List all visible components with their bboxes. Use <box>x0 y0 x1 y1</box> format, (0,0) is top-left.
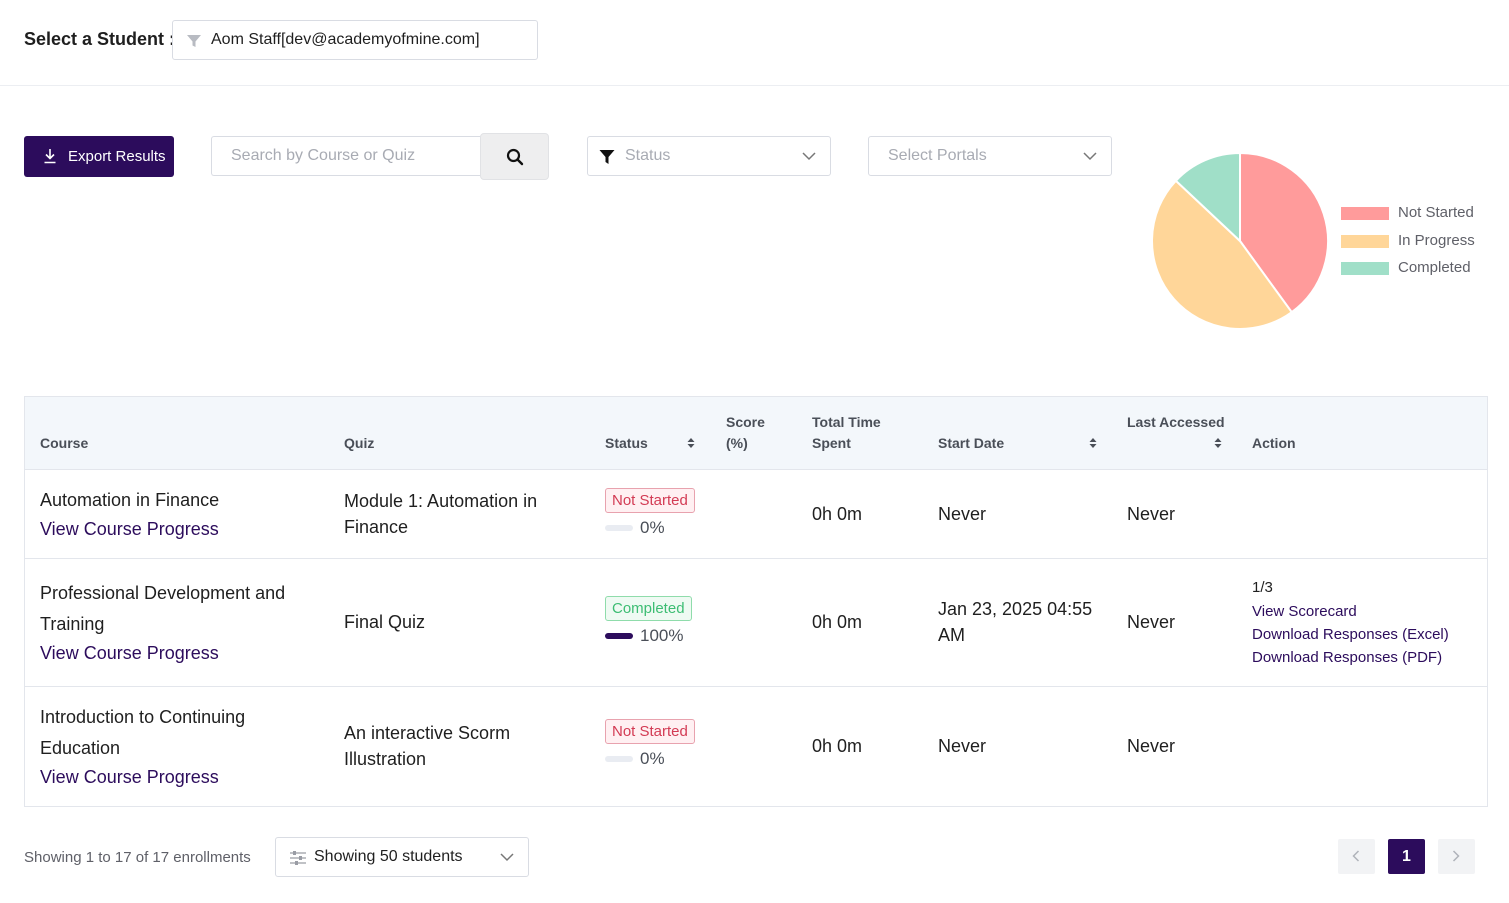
time-spent: 0h 0m <box>812 736 863 756</box>
legend-label: In Progress <box>1398 231 1475 249</box>
sort-icon[interactable] <box>1089 437 1097 449</box>
chevron-down-icon <box>802 152 816 161</box>
search-icon <box>506 148 524 166</box>
header-status[interactable]: Status <box>605 435 648 451</box>
portals-dropdown[interactable]: Select Portals <box>868 136 1112 176</box>
course-name-line1: Introduction to Continuing <box>40 707 246 727</box>
header-last-accessed[interactable]: Last Accessed <box>1127 414 1225 430</box>
course-name: Automation in Finance <box>40 490 220 510</box>
student-selector-bar: Select a Student : Aom Staff[dev@academy… <box>0 0 1509 86</box>
student-select[interactable]: Aom Staff[dev@academyofmine.com] <box>172 20 538 60</box>
legend-label: Completed <box>1398 259 1471 277</box>
pie-slice-in-progress[interactable] <box>1151 179 1294 330</box>
header-time-line1: Total Time <box>812 414 881 430</box>
legend-swatch <box>1341 262 1389 276</box>
legend-swatch <box>1341 234 1389 248</box>
quiz-name-line1: An interactive Scorm <box>344 723 511 743</box>
quiz-name-line2: Finance <box>344 517 409 537</box>
view-course-progress-link[interactable]: View Course Progress <box>40 643 219 663</box>
status-badge: Not Started <box>605 719 695 744</box>
header-course: Course <box>40 435 89 451</box>
filter-icon <box>599 150 615 164</box>
last-accessed: Never <box>1127 612 1176 632</box>
header-score-line2: (%) <box>726 435 748 451</box>
portals-dropdown-placeholder: Select Portals <box>888 147 987 164</box>
sort-icon[interactable] <box>687 437 695 449</box>
table-row: Introduction to Continuing Education Vie… <box>25 687 1487 806</box>
time-spent: 0h 0m <box>812 612 863 632</box>
progress-percent: 0% <box>640 749 665 768</box>
header-quiz: Quiz <box>344 435 375 451</box>
results-table: Course Quiz Status Score (%) Total Time … <box>24 396 1488 807</box>
sort-icon[interactable] <box>1214 437 1222 449</box>
start-date-line2: AM <box>938 625 965 645</box>
status-pie-chart <box>1151 151 1329 330</box>
status-dropdown[interactable]: Status <box>587 136 831 176</box>
header-start-date[interactable]: Start Date <box>938 435 1005 451</box>
start-date: Never <box>938 736 987 756</box>
start-date: Never <box>938 504 987 524</box>
course-name-line2: Training <box>40 614 105 634</box>
per-page-select[interactable]: Showing 50 students <box>275 837 529 877</box>
time-spent: 0h 0m <box>812 504 863 524</box>
page-1-button[interactable]: 1 <box>1388 839 1425 874</box>
export-results-label: Export Results <box>68 148 166 165</box>
tune-icon <box>290 851 306 865</box>
prev-page-button[interactable] <box>1338 839 1375 874</box>
header-score-line1: Score <box>726 414 765 430</box>
last-accessed: Never <box>1127 736 1176 756</box>
legend-label: Not Started <box>1398 204 1474 221</box>
header-time-line2: Spent <box>812 435 851 451</box>
table-row: Professional Development and Training Vi… <box>25 559 1487 687</box>
export-results-button[interactable]: Export Results <box>24 136 174 177</box>
status-dropdown-placeholder: Status <box>625 147 671 164</box>
last-accessed: Never <box>1127 504 1176 524</box>
progress-bar <box>605 756 633 762</box>
header-action: Action <box>1252 435 1296 451</box>
status-badge: Completed <box>605 596 692 621</box>
progress-bar <box>605 525 633 531</box>
table-row: Automation in Finance View Course Progre… <box>25 470 1487 559</box>
view-course-progress-link[interactable]: View Course Progress <box>40 519 219 539</box>
course-name-line1: Professional Development and <box>40 583 286 603</box>
search-input[interactable] <box>211 136 481 176</box>
download-pdf-link[interactable]: Download Responses (PDF) <box>1252 649 1443 666</box>
attempt-count: 1/3 <box>1252 579 1273 596</box>
enrollments-count: Showing 1 to 17 of 17 enrollments <box>24 849 251 866</box>
chevron-left-icon <box>1352 850 1360 862</box>
per-page-value: Showing 50 students <box>314 848 463 865</box>
download-excel-link[interactable]: Download Responses (Excel) <box>1252 626 1449 643</box>
chevron-right-icon <box>1452 850 1460 862</box>
search-button[interactable] <box>480 133 549 180</box>
next-page-button[interactable] <box>1438 839 1475 874</box>
progress-percent: 100% <box>640 626 684 645</box>
student-selector-label: Select a Student : <box>24 29 176 49</box>
chevron-down-icon <box>500 853 514 862</box>
quiz-name-line1: Module 1: Automation in <box>344 491 538 511</box>
pie-slice-completed[interactable] <box>1174 151 1241 244</box>
legend-swatch <box>1341 207 1389 220</box>
student-select-value: Aom Staff[dev@academyofmine.com] <box>211 31 480 48</box>
start-date-line1: Jan 23, 2025 04:55 <box>938 599 1093 619</box>
progress-percent: 0% <box>640 518 665 537</box>
table-header: Course Quiz Status Score (%) Total Time … <box>25 397 1487 470</box>
download-icon <box>44 149 56 164</box>
filter-icon <box>187 35 201 47</box>
progress-bar <box>605 633 633 639</box>
chevron-down-icon <box>1083 152 1097 161</box>
quiz-name: Final Quiz <box>344 612 426 632</box>
quiz-name-line2: Illustration <box>344 749 427 769</box>
status-badge: Not Started <box>605 488 695 513</box>
view-scorecard-link[interactable]: View Scorecard <box>1252 603 1357 620</box>
view-course-progress-link[interactable]: View Course Progress <box>40 767 219 787</box>
course-name-line2: Education <box>40 738 121 758</box>
pie-slice-not-started[interactable] <box>1239 151 1329 314</box>
